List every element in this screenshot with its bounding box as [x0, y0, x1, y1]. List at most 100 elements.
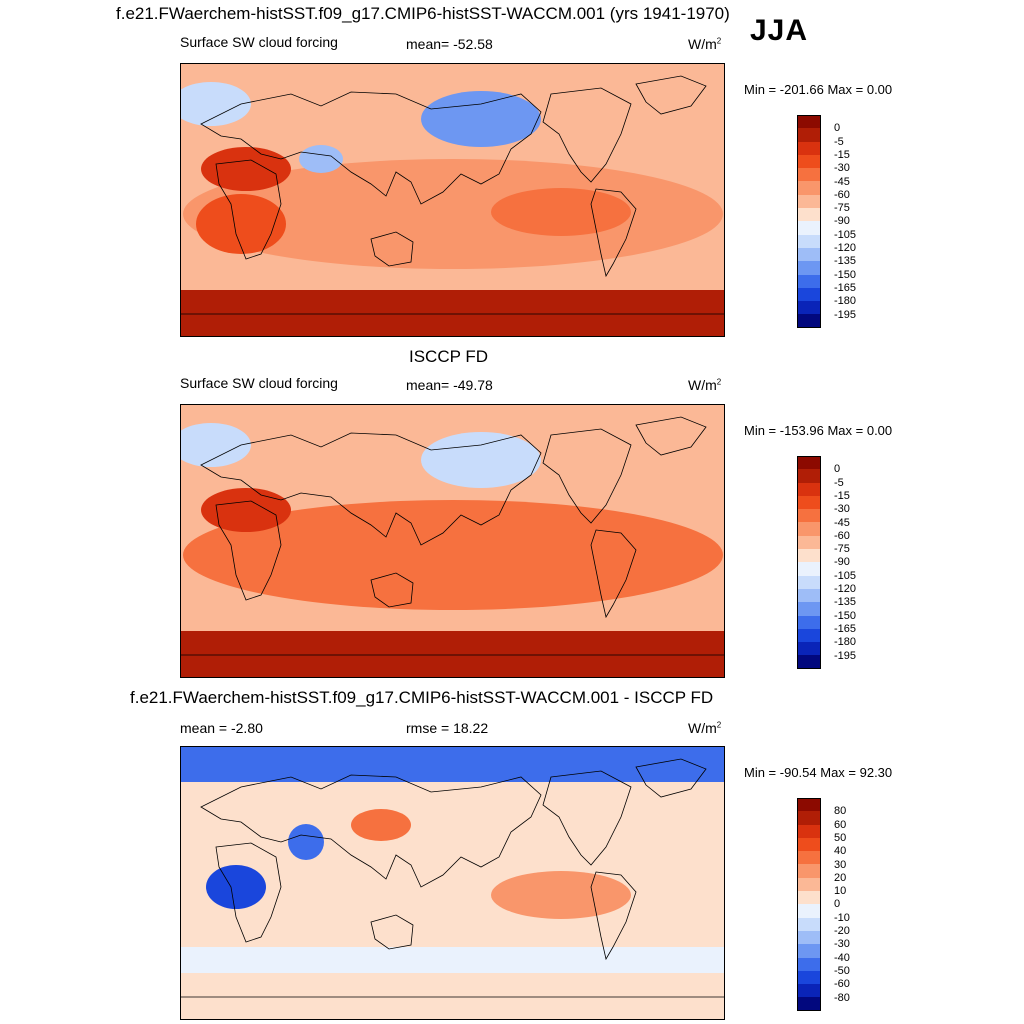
coastline	[542, 87, 632, 183]
colorbar-swatch	[797, 522, 821, 536]
colorbar-tick-label: -195	[834, 308, 857, 321]
panel2-colorbar	[797, 456, 821, 669]
panel3-mean: mean = -2.80	[180, 720, 263, 736]
colorbar-tick-label: -120	[834, 583, 857, 595]
coastline	[542, 770, 632, 866]
colorbar-tick-label: 0	[834, 463, 841, 476]
panel1-colorbar	[797, 115, 821, 328]
colorbar-tick-label: -80	[834, 991, 850, 1004]
panel2-title: ISCCP FD	[409, 347, 489, 366]
coastline	[635, 758, 707, 798]
colorbar-tick-label: -45	[834, 516, 850, 529]
coastline	[370, 572, 414, 608]
colorbar-swatch	[797, 944, 821, 958]
colorbar-tick-label: 60	[834, 818, 847, 831]
colorbar-tick-label: -165	[834, 622, 857, 635]
map-region-trop	[183, 842, 723, 952]
map-region-sahara	[201, 488, 291, 532]
colorbar-tick-label: 50	[834, 831, 847, 844]
colorbar-tick-label: -105	[834, 569, 857, 582]
coastline	[590, 188, 637, 278]
colorbar-swatch	[797, 274, 821, 288]
colorbar-swatch	[797, 168, 821, 182]
colorbar-swatch	[797, 261, 821, 275]
colorbar-tick-label: -30	[834, 162, 850, 175]
colorbar-swatch	[797, 115, 821, 129]
map-region-trop	[183, 500, 723, 610]
panel1-map	[180, 63, 725, 337]
coastline	[635, 416, 707, 456]
coastline	[200, 774, 542, 888]
colorbar-tick-label: -10	[834, 911, 850, 924]
colorbar-swatch	[797, 655, 821, 669]
colorbar-swatch	[797, 602, 821, 616]
map-region-south	[181, 290, 724, 336]
coastline	[200, 91, 542, 205]
colorbar-tick-label: -90	[834, 215, 850, 228]
coastline	[215, 500, 282, 601]
colorbar-swatch	[797, 891, 821, 905]
map-region-natl	[181, 82, 251, 126]
colorbar-tick-label: -45	[834, 175, 850, 188]
panel1-minmax: Min = -201.66 Max = 0.00	[744, 82, 893, 97]
colorbar-swatch	[797, 221, 821, 235]
colorbar-tick-label: -5	[834, 135, 844, 148]
map-region-bengal	[299, 145, 343, 173]
coastline	[215, 842, 282, 943]
map-region-sahara	[201, 147, 291, 191]
map-region-south	[181, 973, 724, 1019]
map-region-natl	[181, 423, 251, 467]
panel3-units: W/m2	[688, 720, 722, 736]
colorbar-tick-label: -15	[834, 148, 850, 161]
colorbar-swatch	[797, 851, 821, 865]
panel3-title: f.e21.FWaerchem-histSST.f09_g17.CMIP6-hi…	[130, 688, 714, 707]
panel2-variable: Surface SW cloud forcing	[180, 375, 338, 391]
colorbar-swatch	[797, 562, 821, 576]
colorbar-swatch	[797, 957, 821, 971]
colorbar-swatch	[797, 877, 821, 892]
map-region-india	[288, 824, 324, 860]
colorbar-tick-label: -195	[834, 649, 857, 662]
colorbar-swatch	[797, 128, 821, 142]
panel2-map	[180, 404, 725, 678]
panel1-units: W/m2	[688, 36, 722, 52]
season-label: JJA	[750, 14, 809, 47]
colorbar-tick-label: -5	[834, 476, 844, 489]
map-region-nwpac	[421, 432, 541, 488]
panel1-map-svg	[181, 64, 724, 336]
coastline	[370, 231, 414, 267]
colorbar-swatch	[797, 837, 821, 852]
map-region-seatl	[196, 194, 286, 254]
coastline	[542, 428, 632, 524]
colorbar-tick-label: -165	[834, 281, 857, 294]
map-region-trop	[183, 159, 723, 269]
colorbar-tick-label: -20	[834, 925, 850, 937]
colorbar-swatch	[797, 509, 821, 523]
map-region-arctic	[181, 747, 724, 782]
colorbar-tick-label: -135	[834, 596, 857, 609]
colorbar-tick-label: -15	[834, 489, 850, 502]
colorbar-swatch	[797, 549, 821, 563]
map-region-south2	[181, 947, 724, 977]
colorbar-swatch	[797, 997, 821, 1011]
colorbar-tick-label: -120	[834, 242, 857, 254]
colorbar-tick-label: -60	[834, 529, 850, 542]
panel3-minmax: Min = -90.54 Max = 92.30	[744, 765, 893, 780]
colorbar-tick-label: 0	[834, 122, 841, 135]
colorbar-tick-label: -135	[834, 255, 857, 268]
coastline	[590, 529, 637, 619]
colorbar-tick-label: 10	[834, 885, 847, 898]
panel2-map-svg	[181, 405, 724, 677]
coastline	[635, 75, 707, 115]
colorbar-tick-label: 0	[834, 898, 841, 911]
colorbar-tick-label: -180	[834, 636, 857, 649]
colorbar-swatch	[797, 234, 821, 248]
colorbar-tick-label: -150	[834, 268, 857, 281]
panel3-rmse: rmse = 18.22	[406, 720, 489, 736]
panel1-variable: Surface SW cloud forcing	[180, 34, 338, 50]
colorbar-swatch	[797, 495, 821, 510]
panel1-mean: mean= -52.58	[406, 36, 493, 52]
panel2-mean: mean= -49.78	[406, 377, 493, 393]
colorbar-tick-label: -60	[834, 188, 850, 201]
panel2-units: W/m2	[688, 377, 722, 393]
